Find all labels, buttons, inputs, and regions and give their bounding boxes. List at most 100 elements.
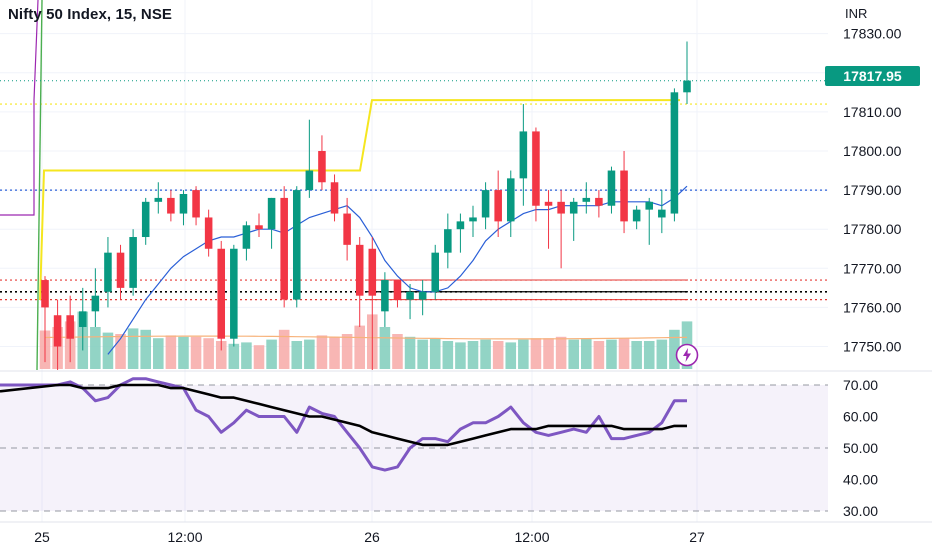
y-tick-label: 17750.00	[843, 339, 902, 355]
volume-bar	[543, 338, 554, 369]
volume-bar	[555, 336, 567, 369]
candle-body	[242, 225, 251, 249]
volume-bar	[568, 339, 579, 369]
volume-ma-line	[44, 335, 688, 340]
volume-bar	[392, 334, 403, 369]
volume-bar	[178, 336, 189, 369]
rsi-tick-label: 60.00	[843, 409, 878, 425]
volume-bar	[241, 342, 252, 369]
candle-body	[582, 197, 591, 202]
volume-bar	[266, 339, 277, 369]
volume-bar	[90, 327, 101, 369]
candle-body	[569, 201, 578, 214]
volume-bar	[228, 343, 240, 369]
rsi-tick-label: 30.00	[843, 503, 878, 519]
volume-bar	[291, 341, 303, 369]
volume-bar	[581, 338, 592, 369]
candle-body	[595, 197, 603, 206]
candle-body	[78, 311, 87, 327]
candle-body	[519, 131, 528, 179]
volume-bar	[354, 325, 365, 369]
candle-body	[607, 170, 616, 206]
y-tick-label: 17810.00	[843, 104, 902, 120]
volume-bar	[127, 328, 139, 369]
candle-body	[469, 217, 477, 222]
candle-body	[557, 201, 565, 214]
volume-bar	[203, 338, 214, 369]
volume-bar	[618, 338, 630, 369]
rsi-tick-label: 70.00	[843, 377, 878, 393]
indicator-line-green	[36, 0, 43, 371]
volume-bar	[316, 335, 328, 369]
candle-body	[267, 197, 276, 230]
candle-body	[305, 170, 314, 191]
y-tick-label: 17780.00	[843, 221, 902, 237]
flash-icon[interactable]	[675, 343, 699, 367]
volume-bar	[606, 339, 617, 369]
candle-body	[129, 237, 137, 288]
candle-body	[116, 252, 125, 288]
candle-body	[167, 197, 175, 214]
candle-body	[204, 217, 213, 249]
volume-bar	[505, 342, 517, 369]
candle-body	[41, 280, 49, 308]
candle-body	[645, 201, 654, 210]
candle-body	[280, 197, 288, 300]
candle-body	[154, 197, 163, 202]
candle-body	[381, 280, 389, 312]
volume-bar	[253, 345, 265, 369]
volume-bar	[115, 334, 126, 369]
volume-bar	[643, 341, 655, 369]
candle-body	[431, 252, 440, 292]
volume-bar	[631, 341, 642, 369]
volume-bar	[404, 336, 416, 369]
x-tick-label: 12:00	[167, 529, 202, 545]
candle-body	[104, 252, 112, 292]
candle-body	[230, 248, 238, 339]
rsi-line	[0, 377, 687, 472]
indicator-line-purple	[0, 0, 39, 216]
candle-body	[658, 209, 666, 218]
candle-body	[418, 291, 427, 300]
volume-bar	[429, 338, 441, 369]
volume-bar	[593, 341, 605, 369]
x-tick-label: 27	[689, 529, 705, 545]
rsi-signal-line	[0, 383, 687, 447]
candle-body	[532, 131, 540, 206]
candle-body	[355, 244, 364, 296]
candle-body	[456, 221, 465, 230]
volume-bar	[480, 339, 491, 369]
x-tick-label: 26	[364, 529, 380, 545]
volume-bar	[656, 339, 668, 369]
candle-body	[343, 213, 351, 245]
candle-body	[255, 225, 263, 230]
volume-bar	[165, 335, 177, 369]
candle-body	[330, 182, 339, 214]
candle-body	[179, 194, 188, 214]
volume-bar	[153, 338, 164, 369]
volume-bar	[442, 341, 454, 369]
candle-body	[506, 178, 515, 222]
chart-title: Nifty 50 Index, 15, NSE	[8, 6, 173, 23]
candle-body	[544, 201, 553, 206]
candle-body	[66, 315, 74, 339]
volume-bar	[102, 332, 114, 369]
volume-bar	[215, 341, 227, 369]
sma-line	[107, 185, 688, 355]
volume-bar	[530, 338, 542, 369]
candle-body	[670, 92, 679, 214]
candle-body	[620, 170, 628, 222]
candle-body	[217, 248, 226, 339]
candle-body	[494, 190, 502, 222]
x-tick-label: 25	[34, 529, 50, 545]
volume-bar	[467, 341, 479, 369]
volume-bar	[669, 329, 680, 369]
rsi-tick-label: 40.00	[843, 472, 878, 488]
x-tick-label: 12:00	[514, 529, 549, 545]
volume-bar	[492, 341, 504, 369]
y-tick-label: 17800.00	[843, 143, 902, 159]
last-price-badge: 17817.95	[825, 66, 920, 86]
y-tick-label: 17760.00	[843, 299, 902, 315]
volume-bar	[190, 336, 202, 369]
